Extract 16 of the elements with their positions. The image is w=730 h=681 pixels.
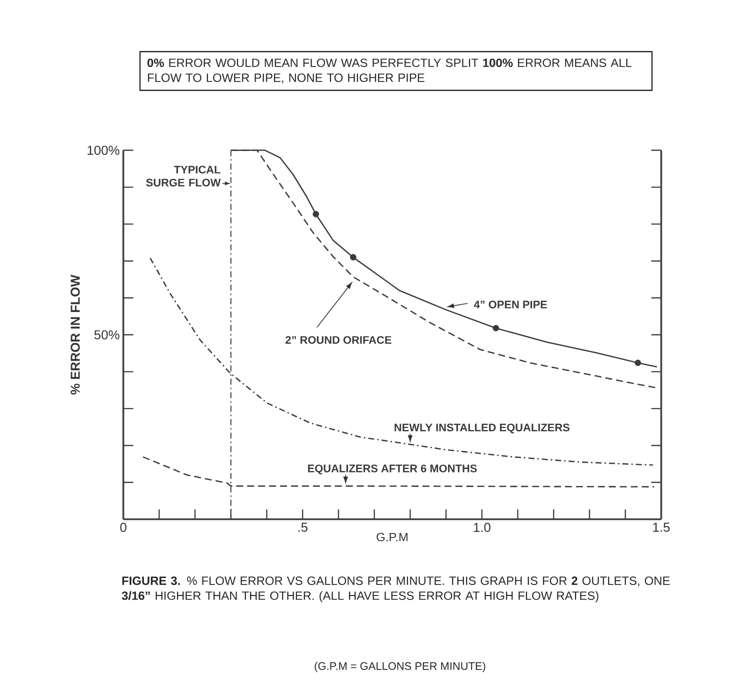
ref-line-label: TYPICAL SURGE FLOW (146, 166, 221, 186)
y-axis-title: % ERROR IN FLOW (70, 274, 80, 395)
y-tick-label: 100% (88, 146, 120, 155)
x-tick-label: .5 (298, 522, 308, 532)
series-label: NEWLY INSTALLED EQUALIZERS (394, 424, 570, 434)
text: FIGURE 3. % FLOW ERROR VS GALLONS PER MINUTE. THIS GRAPH IS FOR 2 OUTLETS, ONE 3/16” HIGHER THAN THE OTHER. (ALL HAVE LESS ERROR AT HIGH FLOW RATES) (122, 576, 670, 602)
legend-label: 4” OPEN PIPE (474, 300, 548, 308)
x-tick-label: 0 (120, 522, 126, 532)
x-tick-label: 1.0 (474, 522, 490, 532)
text: 0% ERROR WOULD MEAN FLOW WAS PERFECTLY SPLIT 100% ERROR MEANS ALL FLOW TO LOWER PIPE, NONE TO HIGHER PIPE (147, 58, 632, 84)
x-tick-label: 1.5 (653, 522, 670, 532)
y-tick-label: 50% (94, 330, 120, 340)
x-axis-title: G.P.M (376, 532, 408, 542)
series-label: EQUALIZERS AFTER 6 MONTHS (308, 464, 477, 474)
text: 2” ROUND ORIFACE (286, 336, 392, 344)
text: (G.P.M = GALLONS PER MINUTE) (314, 662, 486, 672)
